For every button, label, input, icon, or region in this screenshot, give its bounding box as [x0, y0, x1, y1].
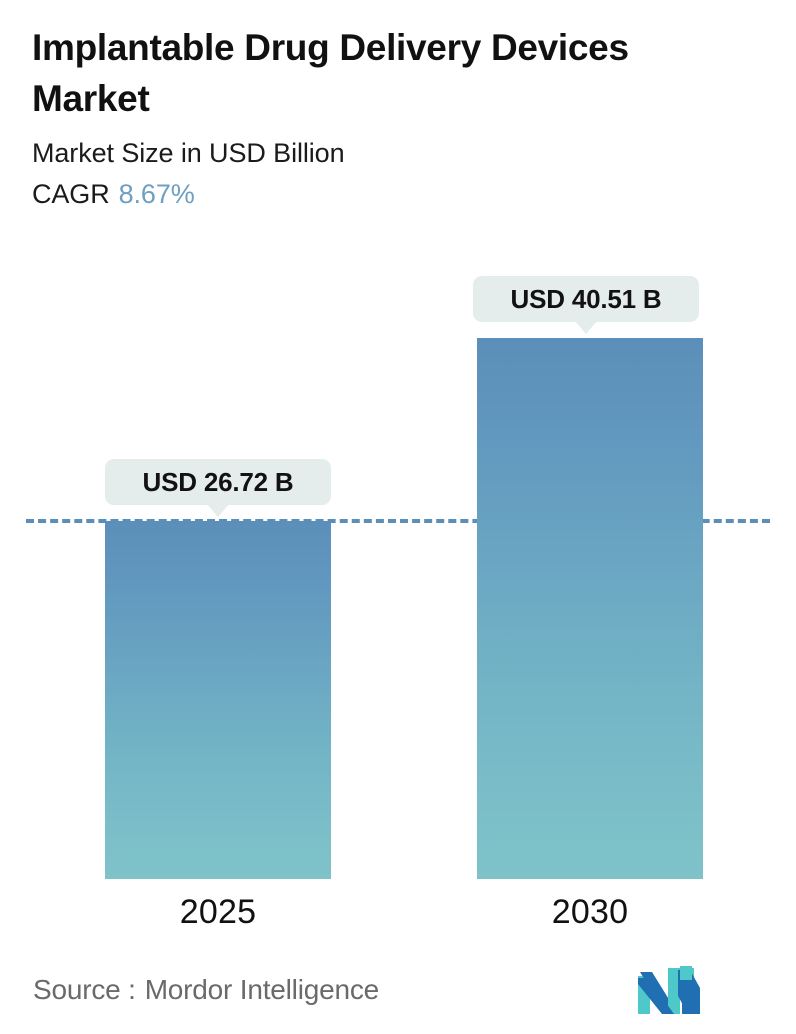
cagr-value: 8.67%	[118, 179, 195, 210]
mordor-intelligence-logo-icon	[638, 966, 700, 1014]
bar-2030[interactable]	[477, 338, 703, 879]
chart-header: Implantable Drug Delivery Devices Market…	[32, 22, 732, 210]
page-title: Implantable Drug Delivery Devices Market	[32, 27, 629, 120]
chart-subtitle: Market Size in USD Billion	[32, 138, 345, 169]
bar-2025[interactable]	[105, 521, 331, 879]
source-name: Mordor Intelligence	[144, 974, 380, 1005]
source-label: Source :	[33, 974, 136, 1005]
chart-footer: Source : Mordor Intelligence	[0, 960, 796, 1034]
cagr-row: CAGR 8.67%	[32, 179, 732, 210]
cagr-label: CAGR	[32, 179, 110, 210]
value-label-2030: USD 40.51 B	[473, 276, 699, 334]
source-attribution: Source : Mordor Intelligence	[33, 974, 379, 1006]
dashed-reference-line	[26, 519, 770, 523]
x-axis-label-2030: 2030	[551, 893, 629, 931]
x-axis-label-2025: 2025	[179, 893, 257, 931]
value-label-2025: USD 26.72 B	[105, 459, 331, 517]
